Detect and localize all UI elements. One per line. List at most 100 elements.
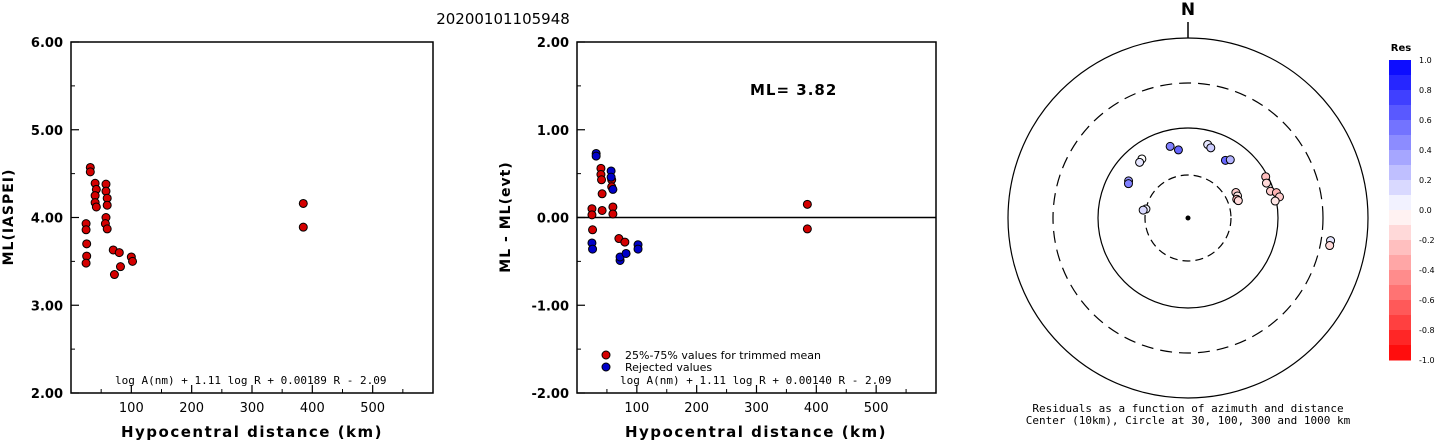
data-point [588, 244, 598, 254]
x-tick-label: 500 [360, 401, 385, 416]
colorbar-cell [1389, 330, 1411, 346]
colorbar-tick-label: 0.6 [1419, 116, 1432, 125]
y-tick-label: 2.00 [31, 387, 63, 402]
station-point [1123, 179, 1133, 189]
colorbar-cell [1389, 210, 1411, 226]
colorbar-cell [1389, 255, 1411, 271]
colorbar-title: Res [1391, 43, 1411, 54]
x-tick-label: 100 [119, 401, 144, 416]
colorbar-tick-label: -0.4 [1419, 266, 1435, 275]
colorbar-cell [1389, 180, 1411, 196]
ml-annotation: ML= 3.82 [750, 81, 837, 99]
x-tick-label: 400 [300, 401, 325, 416]
panel1-ylabel: ML(IASPEI) [1, 169, 17, 266]
colorbar-tick-label: 0.2 [1419, 176, 1432, 185]
data-point [114, 248, 124, 258]
colorbar-cell [1389, 135, 1411, 151]
data-point [81, 225, 91, 235]
azimuth-caption-line1: Residuals as a function of azimuth and d… [1032, 402, 1343, 415]
colorbar-tick-label: 1.0 [1419, 56, 1432, 65]
colorbar-cell [1389, 150, 1411, 166]
station-point [1173, 145, 1183, 155]
figure-title: 20200101105948 [436, 10, 570, 28]
colorbar-cell [1389, 315, 1411, 331]
data-point [109, 270, 119, 280]
data-point [85, 167, 95, 177]
colorbar-tick-label: -0.6 [1419, 296, 1435, 305]
residual-colorbar: Res 1.0 0.8 0.6 0.4 0.2 0.0 -0.2 -0.4 -0.6 -0.8 -1… [1389, 43, 1435, 365]
y-tick-label: 1.00 [537, 124, 569, 139]
station-point [1261, 178, 1271, 188]
panel2-formula: log A(nm) + 1.11 log R + 0.00140 R - 2.0… [620, 374, 892, 387]
epicenter-marker [1185, 215, 1191, 221]
y-tick-label: 3.00 [31, 299, 63, 314]
colorbar-tick-label: 0.8 [1419, 86, 1432, 95]
colorbar-cell [1389, 75, 1411, 91]
data-point [802, 224, 812, 234]
azimuth-caption-line2: Center (10km), Circle at 30, 100, 300 an… [1026, 414, 1351, 427]
panel-ml-residual: ML - ML(evt) Hypocentral distance (km) M… [498, 36, 937, 441]
data-point [81, 258, 91, 268]
panel1-y-ticks: 2.00 3.00 4.00 5.00 6.00 [31, 36, 79, 402]
data-point [128, 256, 138, 266]
panel2-x-ticks: 100 200 300 400 500 [606, 385, 907, 416]
colorbar-cell [1389, 165, 1411, 181]
data-point [608, 209, 618, 219]
data-point [102, 200, 112, 210]
colorbar-ticks: 1.0 0.8 0.6 0.4 0.2 0.0 -0.2 -0.4 -0.6 -0.8 -1.0 [1419, 56, 1435, 365]
data-point [606, 172, 616, 182]
legend-rejected-label: Rejected values [625, 361, 712, 374]
colorbar-cell [1389, 90, 1411, 106]
data-point [587, 210, 597, 220]
colorbar-tick-label: 0.0 [1419, 206, 1432, 215]
legend-accepted-label: 25%-75% values for trimmed mean [625, 349, 821, 362]
x-tick-label: 300 [240, 401, 265, 416]
x-tick-label: 400 [804, 401, 829, 416]
data-point [102, 224, 112, 234]
colorbar-tick-label: 0.4 [1419, 146, 1432, 155]
data-point [597, 205, 607, 215]
station-point [1135, 157, 1145, 167]
data-point [620, 237, 630, 247]
colorbar-cell [1389, 240, 1411, 256]
colorbar-cell [1389, 300, 1411, 316]
colorbar-tick-label: -0.8 [1419, 326, 1435, 335]
data-point [115, 262, 125, 272]
data-point [597, 175, 607, 185]
data-point [298, 222, 308, 232]
panel-azimuth-residuals: N Residuals as a function of azimuth and… [1007, 0, 1369, 427]
ring-300km [1052, 82, 1324, 354]
colorbar-cell [1389, 60, 1411, 76]
station-point [1225, 155, 1235, 165]
panel1-formula: log A(nm) + 1.11 log R + 0.00189 R - 2.0… [115, 374, 387, 387]
data-point [633, 244, 643, 254]
y-tick-label: -2.00 [532, 387, 569, 402]
colorbar-cell [1389, 225, 1411, 241]
x-tick-label: 100 [624, 401, 649, 416]
legend-marker-rejected [601, 362, 611, 372]
colorbar-cells [1389, 60, 1411, 361]
legend-marker-accepted [601, 350, 611, 360]
station-point [1233, 196, 1243, 206]
panel1-xlabel: Hypocentral distance (km) [121, 423, 383, 441]
data-point [298, 198, 308, 208]
station-point [1165, 141, 1175, 151]
data-point [82, 239, 92, 249]
y-tick-label: 0.00 [537, 212, 569, 227]
panel2-y-ticks: -2.00 -1.00 0.00 1.00 2.00 [532, 36, 585, 402]
y-tick-label: 5.00 [31, 124, 63, 139]
data-point [802, 199, 812, 209]
data-point [591, 151, 601, 161]
y-tick-label: 4.00 [31, 212, 63, 227]
station-point [1138, 205, 1148, 215]
colorbar-cell [1389, 120, 1411, 136]
colorbar-tick-label: -1.0 [1419, 356, 1435, 365]
colorbar-cell [1389, 285, 1411, 301]
panel3-station-points [1123, 140, 1336, 251]
data-point [588, 225, 598, 235]
ring-1000km [1007, 37, 1369, 399]
station-point [1325, 241, 1335, 251]
panel2-ylabel: ML - ML(evt) [498, 161, 514, 272]
panel1-x-ticks: 100 200 300 400 500 [100, 385, 404, 416]
panel2-points [587, 148, 812, 265]
